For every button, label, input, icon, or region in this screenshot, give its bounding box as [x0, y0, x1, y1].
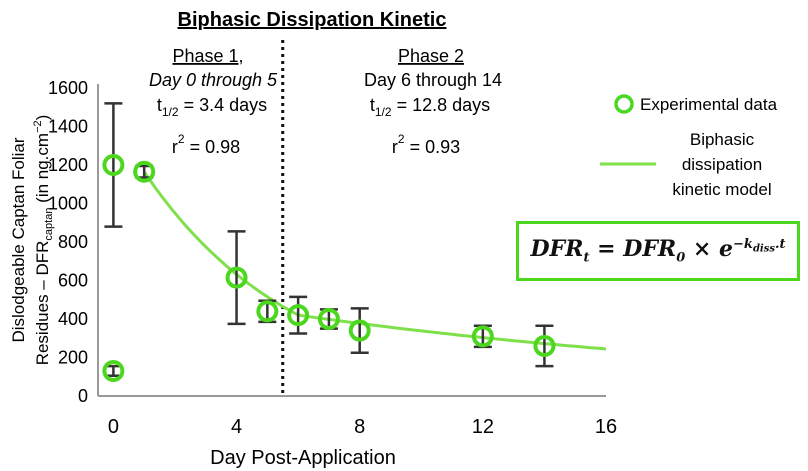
- y-tick-400: 400: [58, 309, 88, 329]
- phase-2-r2: r2 = 0.93: [392, 132, 460, 157]
- phase-2-half-life: t1/2 = 12.8 days: [370, 95, 490, 119]
- data-point-4: [256, 300, 279, 323]
- phase-2-range: Day 6 through 14: [364, 70, 502, 90]
- data-point-3: [225, 266, 248, 289]
- phase-2-label: Phase 2: [398, 46, 464, 66]
- legend: Experimental data Biphasic dissipation k…: [600, 94, 778, 199]
- y-tick-800: 800: [58, 232, 88, 252]
- data-markers: [102, 154, 556, 382]
- data-point-0: [102, 359, 125, 382]
- chart-title: Biphasic Dissipation Kinetic: [178, 9, 447, 31]
- x-tick-4: 4: [231, 416, 242, 438]
- x-tick-12: 12: [472, 416, 494, 438]
- data-point-1: [102, 154, 125, 176]
- y-tick-600: 600: [58, 271, 88, 291]
- data-point-5: [287, 304, 310, 327]
- y-tick-1400: 1400: [48, 117, 88, 137]
- legend-marker-icon: [614, 94, 634, 114]
- error-bar-7: [350, 307, 369, 354]
- x-tick-16: 16: [595, 416, 617, 438]
- y-tick-1600: 1600: [48, 78, 88, 98]
- x-tick-8: 8: [354, 416, 365, 438]
- legend-line-label-1: Biphasic: [690, 130, 755, 149]
- phase-1-annotation: Phase 1, Day 0 through 5 t1/2 = 3.4 days…: [149, 46, 278, 157]
- y-tick-200: 200: [58, 348, 88, 368]
- data-point-7: [348, 319, 371, 342]
- x-tick-labels: 0 4 8 12 16: [108, 416, 617, 438]
- legend-line-label-3: kinetic model: [672, 180, 771, 199]
- y-tick-0: 0: [78, 386, 88, 406]
- error-bar-5: [289, 295, 308, 335]
- phase-2-annotation: Phase 2 Day 6 through 14 t1/2 = 12.8 day…: [364, 46, 502, 157]
- phase-1-r2: r2 = 0.98: [172, 132, 240, 157]
- data-point-2: [133, 160, 156, 183]
- equation: DFRt = DFR0 × e−kdiss.t: [530, 236, 786, 266]
- equation-box: DFRt = DFR0 × e−kdiss.t: [516, 221, 800, 281]
- phase-1-range: Day 0 through 5: [149, 70, 278, 90]
- phase-1-label: Phase 1,: [172, 46, 243, 66]
- y-tick-labels: 0 200 400 600 800 1000 1200 1400 1600: [48, 78, 88, 406]
- y-axis-label-line2: Residues – DFRcaptan (in ng.cm−2): [32, 115, 55, 366]
- x-axis-label: Day Post-Application: [210, 447, 396, 469]
- phase-1-half-life: t1/2 = 3.4 days: [157, 95, 267, 119]
- x-tick-0: 0: [108, 416, 119, 438]
- data-point-8: [471, 325, 494, 348]
- legend-line-label-2: dissipation: [682, 155, 762, 174]
- y-axis-label: Dislodgeable Captan Foliar Residues – DF…: [9, 115, 55, 366]
- y-axis-label-line1: Dislodgeable Captan Foliar: [9, 137, 28, 342]
- legend-markers-label: Experimental data: [640, 95, 778, 114]
- y-tick-1200: 1200: [48, 155, 88, 175]
- y-tick-1000: 1000: [48, 194, 88, 214]
- error-bar-9: [535, 324, 554, 368]
- error-bar-1: [104, 102, 123, 228]
- data-point-6: [317, 308, 340, 330]
- error-bar-3: [227, 230, 246, 326]
- data-point-9: [533, 334, 556, 357]
